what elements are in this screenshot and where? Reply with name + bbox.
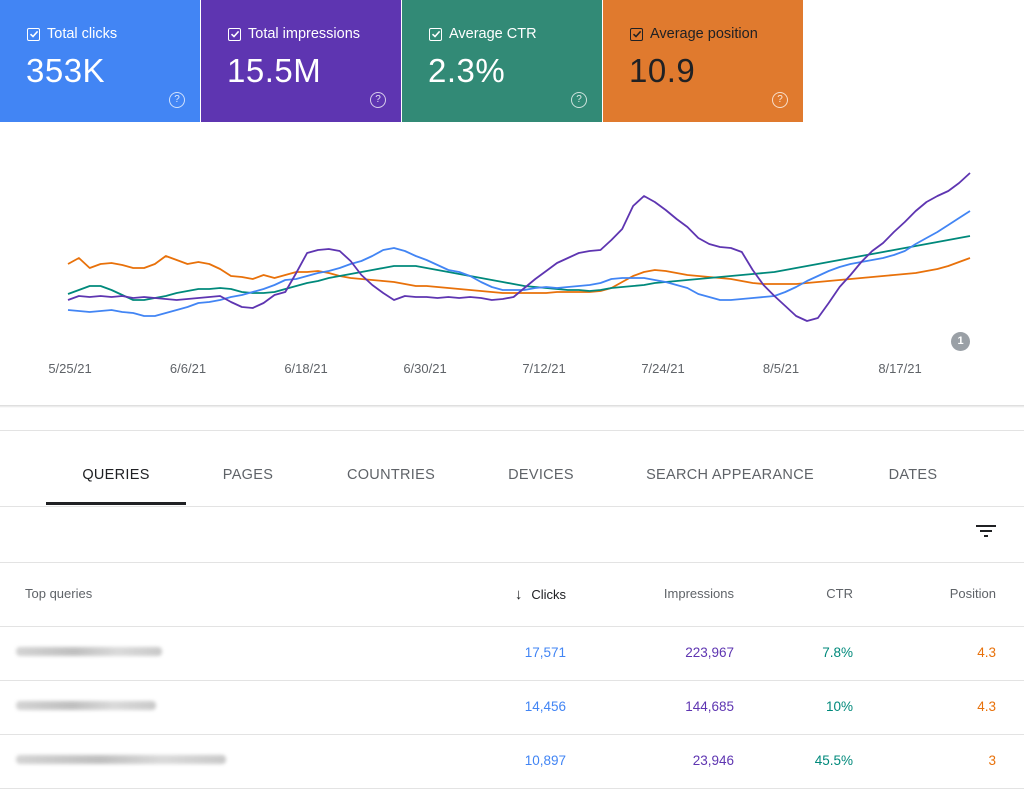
cell-clicks: 10,897: [524, 753, 566, 768]
tab-devices[interactable]: DEVICES: [508, 467, 574, 483]
help-icon[interactable]: ?: [169, 92, 185, 108]
metric-label-wrap: Average CTR: [429, 26, 537, 42]
column-header-ctr[interactable]: CTR: [826, 586, 853, 601]
column-header-position[interactable]: Position: [949, 586, 996, 601]
x-tick-label: 8/17/21: [878, 361, 922, 376]
x-tick-label: 7/24/21: [641, 361, 685, 376]
active-tab-indicator: [46, 502, 186, 505]
table-row[interactable]: 14,456 144,685 10% 4.3: [0, 681, 1024, 735]
x-tick-label: 5/25/21: [48, 361, 92, 376]
tab-pages[interactable]: PAGES: [222, 467, 274, 483]
cell-impressions: 23,946: [692, 753, 734, 768]
metric-value: 10.9: [629, 52, 696, 89]
cell-position: 3: [988, 753, 996, 768]
cell-position: 4.3: [977, 699, 996, 714]
checkbox-icon[interactable]: [429, 27, 442, 41]
tab-countries[interactable]: COUNTRIES: [346, 467, 436, 483]
help-icon[interactable]: ?: [772, 92, 788, 108]
tab-dates[interactable]: DATES: [888, 467, 938, 483]
metric-label-wrap: Average position: [630, 26, 758, 42]
cell-ctr: 45.5%: [814, 753, 853, 768]
metric-card-total-impressions[interactable]: Total impressions 15.5M ?: [201, 0, 401, 122]
cell-clicks: 17,571: [524, 645, 566, 660]
metric-card-average-ctr[interactable]: Average CTR 2.3% ?: [402, 0, 602, 122]
metric-label: Total impressions: [248, 26, 361, 42]
cell-clicks: 14,456: [524, 699, 566, 714]
tab-search-appearance[interactable]: SEARCH APPEARANCE: [646, 467, 814, 483]
series-line-total-clicks: [67, 210, 971, 317]
column-header-clicks-label: Clicks: [531, 587, 566, 602]
tab-queries[interactable]: QUERIES: [82, 467, 150, 483]
x-tick-label: 6/18/21: [284, 361, 328, 376]
column-header-impressions[interactable]: Impressions: [663, 586, 734, 601]
metric-value: 2.3%: [428, 52, 506, 89]
metric-label: Total clicks: [47, 26, 118, 42]
checkbox-icon[interactable]: [630, 27, 643, 41]
metric-value: 15.5M: [227, 52, 322, 89]
sort-arrow-icon: ↓: [514, 586, 523, 603]
x-tick-label: 6/6/21: [169, 361, 207, 376]
help-icon[interactable]: ?: [370, 92, 386, 108]
metric-cards: Total clicks 353K ? Total impressions 15…: [0, 0, 803, 122]
cell-impressions: 144,685: [685, 699, 734, 714]
series-line-total-impressions: [67, 172, 971, 322]
metric-value: 353K: [26, 52, 106, 89]
performance-chart: 5/25/21 6/6/21 6/18/21 6/30/21 7/12/21 7/24/2…: [0, 122, 1024, 405]
metric-label: Average position: [650, 26, 758, 42]
metric-label: Average CTR: [449, 26, 537, 42]
annotation-marker[interactable]: 1: [951, 332, 970, 351]
metric-card-average-position[interactable]: Average position 10.9 ?: [603, 0, 803, 122]
help-icon[interactable]: ?: [571, 92, 587, 108]
column-header-clicks[interactable]: ↓ Clicks: [515, 586, 566, 603]
filter-icon[interactable]: [976, 523, 996, 539]
x-tick-label: 7/12/21: [522, 361, 566, 376]
x-tick-label: 6/30/21: [403, 361, 447, 376]
checkbox-icon[interactable]: [228, 27, 241, 41]
redacted-query: [16, 755, 226, 764]
column-header-query[interactable]: Top queries: [25, 586, 93, 601]
redacted-query: [16, 701, 156, 710]
filter-row: [0, 505, 1024, 563]
table-header: Top queries ↓ Clicks Impressions CTR Pos…: [0, 563, 1024, 627]
cell-impressions: 223,967: [685, 645, 734, 660]
checkbox-icon[interactable]: [27, 27, 40, 41]
chart-divider: [0, 405, 1024, 408]
cell-ctr: 10%: [825, 699, 853, 714]
metric-card-total-clicks[interactable]: Total clicks 353K ?: [0, 0, 200, 122]
dimension-tabs: QUERIES PAGES COUNTRIES DEVICES SEARCH A…: [0, 430, 1024, 507]
series-line-average-ctr: [67, 235, 971, 301]
table-row[interactable]: 17,571 223,967 7.8% 4.3: [0, 627, 1024, 681]
x-tick-label: 8/5/21: [762, 361, 800, 376]
table-row[interactable]: 10,897 23,946 45.5% 3: [0, 735, 1024, 789]
cell-position: 4.3: [977, 645, 996, 660]
metric-label-wrap: Total impressions: [228, 26, 360, 42]
cell-ctr: 7.8%: [822, 645, 853, 660]
metric-label-wrap: Total clicks: [27, 26, 117, 42]
chart-svg: [67, 172, 971, 322]
redacted-query: [16, 647, 162, 656]
